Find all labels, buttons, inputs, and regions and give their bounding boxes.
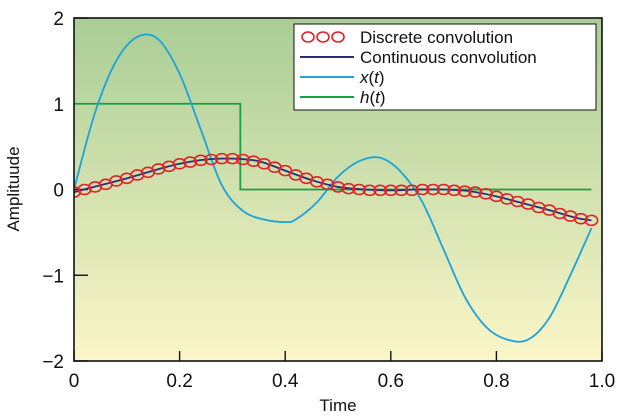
discrete-convolution-point — [426, 183, 441, 196]
discrete-convolution-point — [404, 184, 419, 197]
x-tick-label: 0.4 — [272, 371, 299, 392]
legend-label: x(t) — [359, 68, 385, 87]
discrete-convolution-point — [394, 184, 409, 197]
x-tick-label: 0.6 — [378, 371, 404, 392]
discrete-convolution-point — [468, 186, 483, 198]
discrete-convolution-point — [436, 183, 451, 196]
y-tick-label: 0 — [53, 181, 64, 202]
discrete-convolution-point — [214, 152, 229, 165]
discrete-convolution-point — [183, 156, 198, 168]
y-tick-label: −1 — [42, 266, 64, 287]
discrete-convolution-point — [383, 184, 398, 197]
discrete-convolution-point — [330, 181, 345, 193]
plot-frame — [73, 17, 603, 362]
series-continuous-convolution-line — [74, 157, 592, 222]
discrete-convolution-point — [373, 184, 388, 197]
discrete-convolution-point — [457, 185, 472, 198]
y-tick-label: 1 — [53, 95, 64, 116]
x-tick-label: 0.8 — [483, 371, 509, 392]
legend-marker — [331, 31, 345, 43]
discrete-convolution-point — [235, 153, 250, 166]
discrete-convolution-point — [415, 183, 430, 196]
y-tick-label: −2 — [42, 352, 64, 373]
discrete-convolution-point — [204, 153, 219, 166]
legend-marker — [301, 31, 315, 43]
y-axis-label: Amplituude — [4, 146, 23, 231]
y-tick-label: 2 — [53, 9, 64, 30]
legend-label: Discrete convolution — [360, 28, 513, 47]
discrete-convolution-point — [573, 212, 588, 225]
x-tick-label: 0 — [69, 371, 80, 392]
legend-marker — [316, 31, 330, 43]
discrete-convolution-point — [172, 157, 187, 170]
discrete-convolution-point — [225, 152, 240, 165]
legend-label: h(t) — [360, 88, 386, 107]
x-axis-label: Time — [319, 396, 356, 415]
discrete-convolution-point — [447, 184, 462, 197]
series-x-t-line — [74, 33, 593, 343]
x-tick-label: 1.0 — [589, 371, 615, 392]
x-tick-label: 0.2 — [166, 371, 192, 392]
discrete-convolution-point — [584, 214, 599, 227]
discrete-convolution-point — [352, 183, 367, 196]
discrete-convolution-point — [341, 182, 356, 195]
discrete-convolution-point — [193, 154, 208, 167]
series-layer — [74, 33, 599, 343]
legend-label: Continuous convolution — [360, 48, 537, 67]
discrete-convolution-point — [362, 184, 377, 197]
